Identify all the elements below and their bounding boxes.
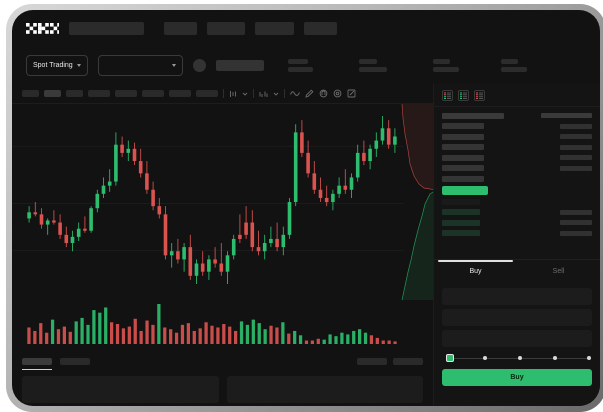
bottom-action-2[interactable] bbox=[393, 358, 423, 365]
orderbook-bid-row[interactable] bbox=[442, 197, 592, 206]
wave-icon[interactable] bbox=[290, 90, 300, 97]
orderbook-bid-row[interactable] bbox=[442, 229, 592, 238]
amount-percent-slider[interactable] bbox=[444, 353, 591, 363]
indicator-icon[interactable] bbox=[259, 90, 268, 98]
toolbar-divider bbox=[253, 89, 254, 98]
orders-content bbox=[22, 376, 423, 403]
orderbook-ask-row[interactable] bbox=[442, 153, 592, 162]
stat-high-24h bbox=[433, 58, 459, 72]
orderbook-ask-row[interactable] bbox=[442, 122, 592, 131]
nav-item-3[interactable] bbox=[255, 21, 294, 35]
slider-step-100[interactable] bbox=[586, 355, 591, 360]
submit-buy-button[interactable]: Buy bbox=[442, 369, 592, 386]
bottom-action-1[interactable] bbox=[357, 358, 387, 365]
order-entry-form: Buy bbox=[434, 283, 600, 406]
stat-change-24h bbox=[359, 58, 387, 72]
orderbook-ask-row[interactable] bbox=[442, 164, 592, 173]
global-search-input[interactable] bbox=[69, 21, 144, 35]
candlestick-chart-canvas bbox=[12, 116, 404, 344]
orders-panel bbox=[12, 350, 433, 406]
orderbook-bids-icon[interactable] bbox=[458, 90, 469, 101]
slider-track bbox=[446, 357, 588, 359]
settings-icon[interactable] bbox=[333, 89, 342, 98]
chevron-down-icon[interactable] bbox=[242, 91, 248, 97]
chevron-down-icon bbox=[76, 63, 81, 67]
orders-tabbar bbox=[22, 358, 423, 370]
chevron-down-icon bbox=[172, 63, 176, 67]
magnet-icon[interactable] bbox=[319, 89, 328, 98]
stat-last-price bbox=[288, 58, 313, 72]
active-tab-underline bbox=[22, 369, 52, 370]
tab-order-history[interactable] bbox=[60, 358, 90, 365]
bottom-card-1[interactable] bbox=[22, 376, 219, 403]
chart-toolbar bbox=[12, 84, 433, 104]
fullscreen-icon[interactable] bbox=[347, 89, 356, 98]
interval-button-2[interactable] bbox=[44, 90, 61, 97]
orderbook-asks-icon[interactable] bbox=[474, 90, 485, 101]
total-field[interactable] bbox=[442, 330, 592, 347]
tab-sell[interactable]: Sell bbox=[552, 268, 565, 275]
orderbook-last-price-row bbox=[442, 185, 592, 196]
chart-type-icon[interactable] bbox=[229, 90, 237, 98]
orderbook-ask-row[interactable] bbox=[442, 143, 592, 152]
price-chart[interactable] bbox=[12, 104, 433, 350]
buy-sell-tabbar: Buy Sell bbox=[434, 259, 600, 283]
slider-step-50[interactable] bbox=[517, 355, 522, 360]
market-depth-overlay bbox=[401, 104, 433, 301]
interval-button-3[interactable] bbox=[66, 90, 83, 97]
app-screen: Spot Trading bbox=[12, 10, 600, 406]
pair-name bbox=[216, 59, 264, 71]
interval-button-1[interactable] bbox=[22, 90, 39, 97]
top-navigation-bar bbox=[12, 10, 600, 46]
slider-handle[interactable] bbox=[446, 353, 454, 362]
trading-pair-dropdown[interactable] bbox=[98, 54, 183, 76]
trading-mode-label: Spot Trading bbox=[33, 61, 73, 69]
toolbar-divider bbox=[223, 89, 224, 98]
orders-actions bbox=[357, 358, 423, 365]
okx-logo[interactable] bbox=[26, 22, 59, 35]
orderbook-bid-row[interactable] bbox=[442, 218, 592, 227]
slider-step-25[interactable] bbox=[482, 355, 487, 360]
price-field[interactable] bbox=[442, 288, 592, 305]
tab-open-orders[interactable] bbox=[22, 358, 52, 370]
amount-field[interactable] bbox=[442, 309, 592, 326]
orderbook-list[interactable] bbox=[434, 107, 600, 238]
coin-avatar bbox=[193, 58, 206, 72]
orderbook-and-trade-panel: Buy Sell Buy bbox=[433, 84, 600, 406]
orderbook-bid-row[interactable] bbox=[442, 208, 592, 217]
interval-button-8[interactable] bbox=[196, 90, 218, 97]
interval-button-5[interactable] bbox=[115, 90, 137, 97]
orderbook-view-modes bbox=[434, 84, 600, 107]
orderbook-both-icon[interactable] bbox=[442, 90, 453, 101]
chevron-down-icon[interactable] bbox=[273, 91, 279, 97]
nav-item-2[interactable] bbox=[207, 21, 245, 35]
toolbar-divider bbox=[284, 89, 285, 98]
pencil-icon[interactable] bbox=[305, 89, 314, 98]
tab-buy[interactable]: Buy bbox=[434, 260, 517, 283]
bottom-card-2[interactable] bbox=[226, 376, 423, 403]
nav-item-4[interactable] bbox=[304, 21, 337, 35]
orderbook-ask-row[interactable] bbox=[442, 174, 592, 183]
market-subheader: Spot Trading bbox=[12, 46, 600, 84]
orderbook-ask-row[interactable] bbox=[442, 132, 592, 141]
interval-button-6[interactable] bbox=[142, 90, 164, 97]
nav-item-1[interactable] bbox=[164, 21, 197, 35]
orderbook-header-row bbox=[442, 111, 592, 120]
stat-volume-24h bbox=[501, 58, 527, 72]
slider-step-75[interactable] bbox=[552, 355, 557, 360]
interval-button-7[interactable] bbox=[169, 90, 191, 97]
trading-mode-dropdown[interactable]: Spot Trading bbox=[26, 54, 88, 76]
interval-button-4[interactable] bbox=[88, 90, 110, 97]
device-frame: Spot Trading bbox=[6, 4, 603, 412]
